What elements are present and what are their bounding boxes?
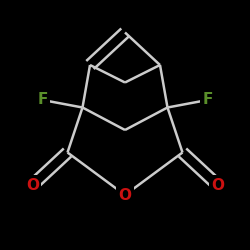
Text: O: O [26, 178, 39, 192]
Text: O: O [211, 178, 224, 192]
Text: O: O [118, 188, 132, 202]
Text: F: F [37, 92, 48, 108]
Text: F: F [202, 92, 213, 108]
